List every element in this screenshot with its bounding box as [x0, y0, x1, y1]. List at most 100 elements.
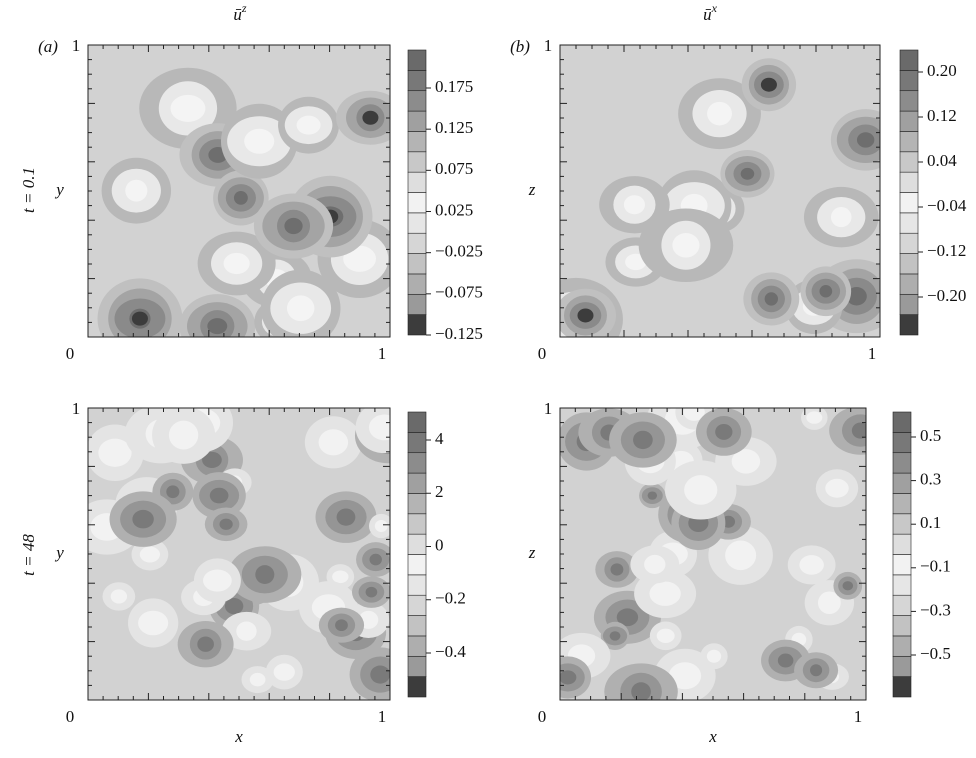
contour-blob — [236, 621, 257, 641]
contour-blob — [98, 438, 132, 467]
colorbar-segment — [899, 293, 919, 315]
contour-blob — [343, 245, 376, 272]
colorbar-segment — [407, 90, 427, 112]
axis-tick-label: 1 — [868, 344, 877, 363]
x-axis-label: x — [234, 727, 243, 746]
colorbar-segment — [407, 212, 427, 234]
colorbar-segment — [407, 452, 427, 474]
contour-blob — [197, 636, 214, 652]
contour-blob — [207, 318, 228, 335]
contour-blob — [170, 94, 206, 122]
contour-blob — [616, 608, 639, 627]
y-axis-label: z — [528, 543, 536, 562]
colorbar-segment — [407, 411, 427, 433]
contour-blob — [244, 128, 275, 154]
contour-blob — [368, 414, 390, 441]
colorbar-segment — [407, 151, 427, 173]
contour-blob — [649, 581, 681, 606]
contour-blob — [255, 565, 275, 584]
colorbar-label: 0.1 — [920, 513, 941, 532]
colorbar-segment — [407, 493, 427, 515]
contour-blob — [631, 682, 651, 700]
column-title: ūz — [233, 1, 247, 24]
colorbar-segment — [899, 70, 919, 92]
colorbar-label: −0.4 — [435, 642, 466, 661]
colorbar-segment — [899, 232, 919, 254]
axis-tick-label: 1 — [854, 707, 863, 726]
colorbar-segment — [407, 314, 427, 336]
colorbar-label: −0.3 — [920, 600, 951, 619]
contour-blob — [819, 284, 833, 298]
contour-blob — [825, 478, 849, 498]
colorbar-label: −0.075 — [435, 283, 483, 302]
colorbar-segment — [899, 90, 919, 112]
contour-blob — [110, 589, 128, 604]
colorbar-segment — [407, 253, 427, 275]
colorbar-segment — [407, 554, 427, 576]
colorbar-label: 0.04 — [927, 151, 957, 170]
colorbar-segment — [892, 574, 912, 596]
contour-core — [577, 308, 594, 323]
contour-blob — [209, 487, 229, 504]
contour-blob — [223, 252, 250, 275]
panel-label: (b) — [510, 37, 530, 56]
colorbar-label: −0.125 — [435, 324, 483, 343]
contour-blob — [318, 429, 349, 456]
colorbar-segment — [892, 411, 912, 433]
contour-blob — [332, 570, 349, 584]
contour-field — [560, 45, 880, 337]
contour-blob — [707, 101, 732, 126]
colorbar-segment — [407, 192, 427, 214]
x-axis-label: x — [708, 727, 717, 746]
colorbar-segment — [407, 70, 427, 92]
colorbar-label: 0.5 — [920, 426, 941, 445]
contour-blob — [168, 420, 199, 450]
contour-blob — [369, 553, 382, 566]
colorbar-segment — [899, 49, 919, 71]
colorbar-label: 2 — [435, 482, 444, 501]
column-title: ūx — [703, 1, 718, 24]
axis-tick-label: 1 — [72, 399, 81, 418]
contour-blob — [625, 253, 647, 271]
colorbar-label: 0.3 — [920, 470, 941, 489]
contour-blob — [623, 195, 645, 215]
colorbar-segment — [899, 110, 919, 132]
colorbar-label: −0.2 — [435, 589, 466, 608]
contour-blob — [715, 423, 733, 440]
colorbar-segment — [407, 273, 427, 295]
contour-blob — [202, 451, 222, 469]
contour-blob — [284, 217, 303, 235]
contour-blob — [647, 491, 658, 500]
contour-blob — [633, 430, 653, 450]
colorbar-segment — [899, 253, 919, 275]
colorbar-label: 0.025 — [435, 200, 473, 219]
contour-blob — [731, 449, 761, 474]
contour-blob — [296, 115, 321, 135]
colorbar-segment — [892, 432, 912, 454]
contour-core — [131, 311, 148, 326]
colorbar-label: 0.20 — [927, 61, 957, 80]
contour-blob — [125, 179, 148, 202]
y-axis-label: y — [54, 543, 64, 562]
colorbar-segment — [899, 212, 919, 234]
contour-blob — [249, 672, 266, 687]
axis-tick-label: 0 — [538, 707, 547, 726]
colorbar-segment — [407, 594, 427, 616]
contour-blob — [273, 663, 295, 681]
colorbar-segment — [899, 171, 919, 193]
colorbar-segment — [407, 615, 427, 637]
contour-blob — [336, 508, 356, 526]
colorbar-segment — [407, 171, 427, 193]
colorbar-segment — [407, 574, 427, 596]
axis-tick-label: 0 — [66, 707, 75, 726]
contour-core — [362, 110, 379, 125]
contour-blob — [365, 586, 378, 598]
title-sup: x — [711, 1, 718, 15]
contour-blob — [668, 662, 702, 690]
colorbar-segment — [407, 635, 427, 657]
contour-blob — [740, 167, 755, 180]
contour-blob — [644, 554, 666, 574]
colorbar-label: 4 — [435, 429, 444, 448]
axis-tick-label: 1 — [72, 36, 81, 55]
colorbar-segment — [407, 432, 427, 454]
